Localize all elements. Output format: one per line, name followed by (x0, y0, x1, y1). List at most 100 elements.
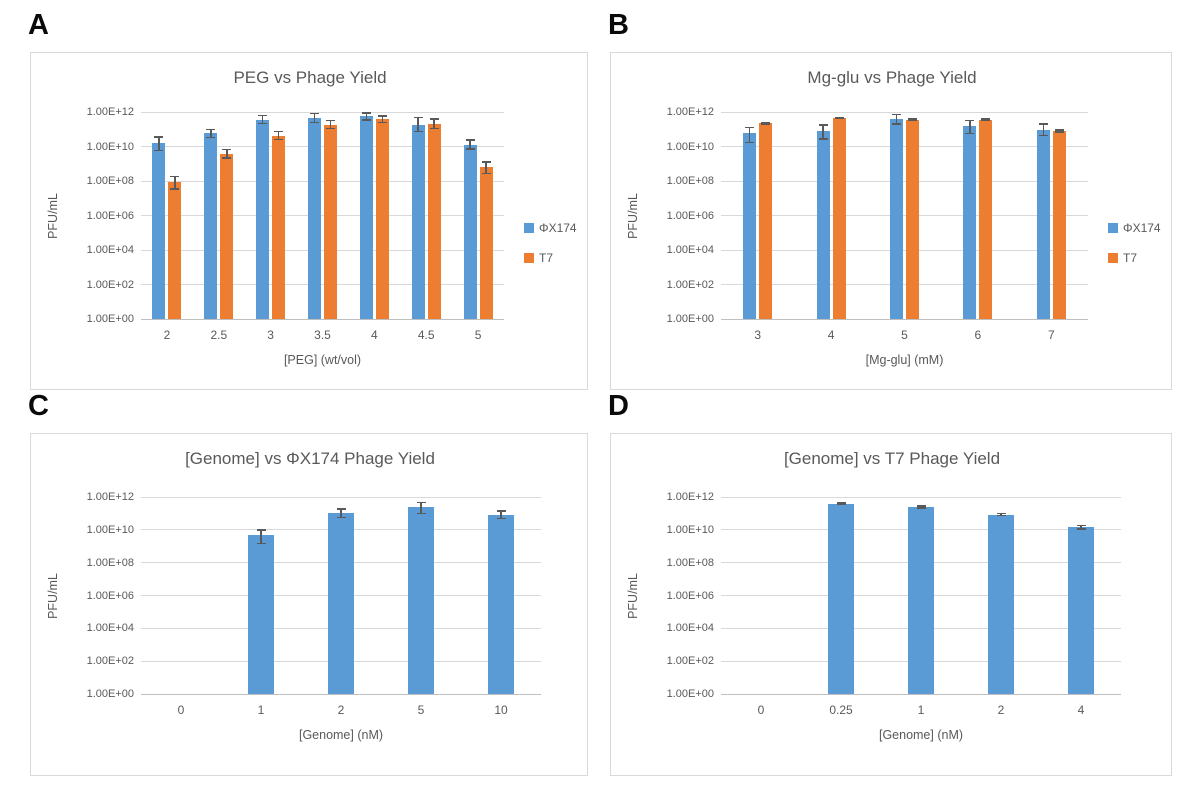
x-category-label: 5 (901, 328, 908, 342)
bar-ΦX174-6 (963, 126, 977, 319)
chart-title: [Genome] vs T7 Phage Yield (783, 449, 1001, 468)
error-bar-cap-top (154, 136, 164, 138)
gridline (141, 496, 541, 498)
error-bar-cap-bottom (965, 132, 975, 135)
x-axis-line (721, 693, 1121, 695)
error-bar-line (895, 114, 898, 125)
error-bar-cap-top (222, 148, 232, 151)
bar-T7-5 (479, 166, 493, 319)
bar-T7-3.5 (324, 124, 337, 319)
error-bar-cap-bottom (908, 119, 917, 122)
bar-T7-6 (979, 119, 993, 319)
x-axis-line (721, 318, 1088, 320)
bar-ΦX174-4 (359, 116, 373, 319)
y-tick-label: 1.00E+00 (86, 688, 134, 700)
x-category-label: 2 (337, 703, 345, 717)
gridline (141, 215, 504, 216)
error-bar-cap-bottom (1054, 131, 1064, 133)
error-bar-cap-bottom (916, 507, 926, 509)
error-bar-cap-bottom (496, 517, 506, 520)
error-bar-cap-bottom (761, 123, 771, 125)
error-bar-cap-bottom (206, 136, 216, 139)
y-tick-label: 1.00E+10 (666, 140, 714, 153)
y-tick-label: 1.00E+00 (666, 688, 714, 700)
x-category-label: 3 (754, 328, 762, 342)
error-bar-cap-top (416, 501, 426, 504)
legend-label-ΦX174: ΦX174 (539, 221, 577, 235)
y-tick-label: 1.00E+12 (666, 491, 714, 503)
bar-T7-4 (832, 117, 846, 319)
y-tick-label: 1.00E+08 (666, 175, 714, 187)
error-bar-line (920, 506, 922, 508)
legend-swatch-ΦX174 (1108, 223, 1118, 233)
chart-panel-genome-vs-t7-yield: [Genome] vs T7 Phage Yield PFU/mL 1.00E+00… (610, 433, 1172, 776)
error-bar-cap-bottom (326, 127, 335, 130)
bar-ΦX174-2.5 (204, 132, 218, 319)
error-bar-cap-top (761, 121, 771, 124)
x-axis-line (141, 693, 541, 695)
bar-ΦX174-5 (408, 506, 434, 694)
x-category-label: 4 (827, 328, 835, 342)
bar-T7-7 (1052, 130, 1066, 319)
gridline (721, 180, 1088, 182)
error-bar-cap-top (361, 112, 371, 114)
x-category-label: 3 (267, 328, 274, 342)
bar-ΦX174-5 (463, 144, 477, 319)
error-bar-cap-bottom (892, 123, 901, 125)
error-bar-cap-top (326, 119, 335, 122)
x-category-label: 2 (997, 703, 1005, 717)
y-tick-label: 1.00E+04 (86, 244, 134, 256)
error-bar-cap-top (429, 118, 439, 120)
chart-panel-peg-vs-phage-yield: PEG vs Phage Yield PFU/mL 1.00E+00 1.00E+02… (30, 52, 588, 390)
bar-ΦX174-2 (328, 512, 354, 694)
error-bar-cap-bottom (416, 512, 426, 515)
error-bar-line (313, 113, 316, 123)
error-bar-cap-bottom (996, 514, 1006, 517)
legend-label-ΦX174: ΦX174 (1123, 221, 1161, 235)
y-tick-label: 1.00E+06 (666, 209, 714, 222)
error-bar-line (1080, 525, 1082, 530)
error-bar-cap-top (170, 175, 180, 178)
y-tick-label: 1.00E+02 (86, 655, 134, 668)
error-bar-cap-top (1076, 524, 1086, 527)
x-category-label: 3.5 (314, 328, 331, 342)
error-bar-cap-top (965, 119, 975, 122)
y-tick-label: 1.00E+02 (86, 278, 134, 291)
error-bar-cap-bottom (222, 157, 232, 159)
error-bar-cap-top (836, 502, 846, 504)
y-tick-label: 1.00E+00 (86, 313, 134, 325)
error-bar-cap-bottom (377, 121, 387, 124)
y-tick-label: 1.00E+08 (86, 175, 134, 187)
x-category-label: 0 (177, 703, 185, 717)
error-bar-cap-bottom (818, 138, 828, 140)
panel-letter-b: B (608, 9, 629, 41)
bar-T7-5 (906, 119, 919, 319)
error-bar-line (158, 137, 160, 151)
y-tick-label: 1.00E+10 (86, 140, 134, 153)
legend-label-T7: T7 (539, 251, 554, 265)
error-bar-cap-top (465, 139, 475, 141)
error-bar-cap-bottom (336, 516, 346, 519)
bar-ΦX174-3 (743, 133, 757, 319)
error-bar-line (469, 139, 471, 150)
error-bar-cap-top (908, 118, 917, 120)
legend-swatch-T7 (1108, 253, 1118, 263)
x-category-label: 4 (1077, 703, 1085, 717)
error-bar-line (260, 529, 262, 544)
x-category-label: 2.5 (210, 328, 228, 342)
error-bar-line (277, 131, 280, 140)
bar-ΦX174-2 (152, 142, 166, 319)
error-bar-cap-bottom (465, 148, 475, 150)
y-tick-label: 1.00E+10 (666, 523, 714, 536)
panel-letter-c: C (28, 390, 49, 422)
error-bar-cap-top (258, 114, 268, 117)
error-bar-cap-top (256, 529, 266, 531)
legend-label-T7: T7 (1123, 251, 1138, 265)
gridline (721, 215, 1088, 216)
error-bar-cap-top (336, 508, 346, 510)
chart-title: Mg-glu vs Phage Yield (807, 68, 977, 87)
error-bar-cap-top (981, 118, 991, 120)
legend-swatch-ΦX174 (524, 223, 534, 233)
gridline (141, 146, 504, 147)
bar-ΦX174-10 (488, 515, 514, 694)
